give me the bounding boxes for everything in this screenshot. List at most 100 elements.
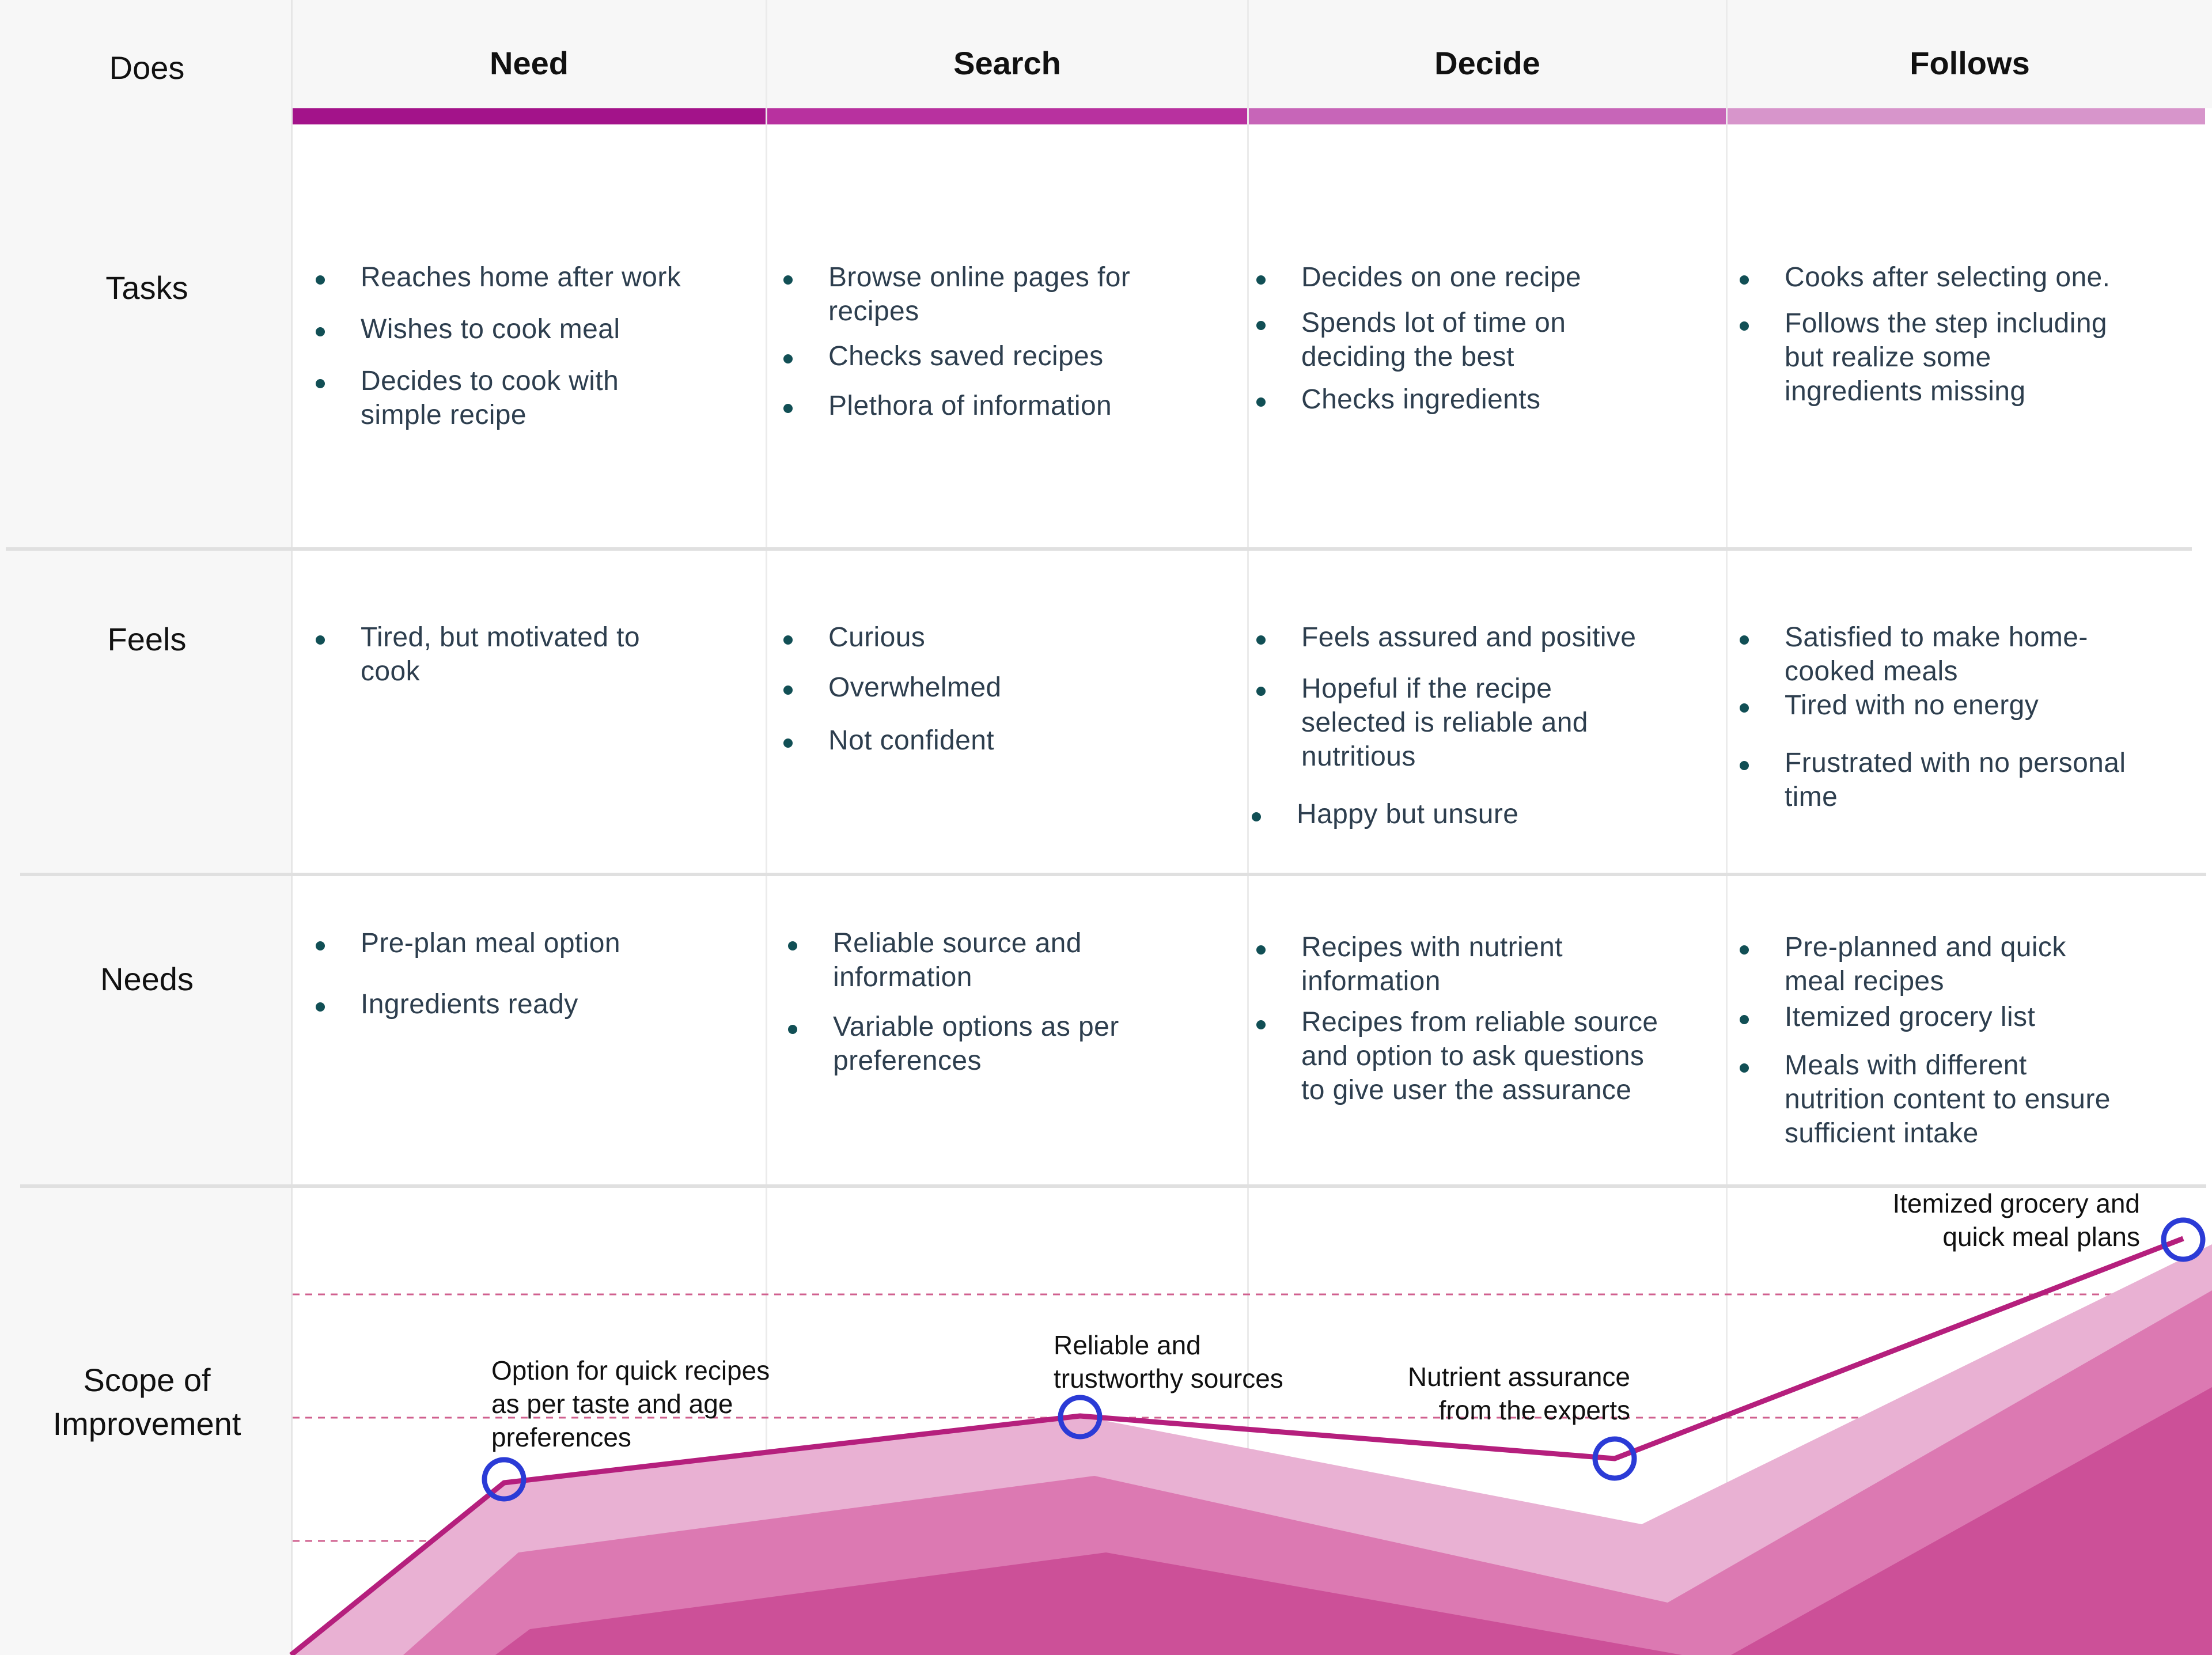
cell-feels-follows: Satisfied to make home- cooked meals Tir… — [1740, 620, 2206, 814]
row-divider — [20, 1184, 2206, 1188]
list-item: Variable options as per preferences — [788, 1010, 1246, 1078]
marker-decide — [1592, 1436, 1637, 1481]
cell-needs-search: Reliable source and information Variable… — [788, 926, 1246, 1078]
list-item: Meals with different nutrition content t… — [1740, 1048, 2206, 1150]
stage-bar-follows — [1727, 108, 2205, 124]
bullet-icon — [316, 941, 325, 950]
list-item: Decides to cook with simple recipe — [316, 364, 765, 432]
column-header-decide: Decide — [1434, 45, 1540, 81]
bullet-icon — [1256, 397, 1266, 407]
stage-bar-search — [767, 108, 1248, 124]
column-header-search: Search — [953, 45, 1061, 81]
bullet-icon — [316, 635, 325, 645]
list-item: Checks ingredients — [1256, 382, 1723, 416]
bullet-icon — [1740, 761, 1749, 770]
row-label-needs: Needs — [100, 961, 194, 997]
list-item: Pre-planned and quick meal recipes — [1740, 930, 2206, 998]
list-item: Ingredients ready — [316, 987, 765, 1021]
row-label-scope: Scope of Improvement — [52, 1362, 241, 1442]
cell-feels-search: Curious Overwhelmed Not confident — [783, 620, 1244, 758]
bullet-icon — [316, 379, 325, 388]
marker-follows — [2161, 1217, 2206, 1262]
bullet-icon — [316, 275, 325, 285]
list-item: Browse online pages for recipes — [783, 260, 1244, 328]
list-item: Decides on one recipe — [1256, 260, 1723, 294]
bullet-icon — [316, 1002, 325, 1012]
cell-feels-decide: Feels assured and positive Hopeful if th… — [1252, 620, 1723, 831]
column-divider — [1247, 0, 1249, 1655]
bullet-icon — [1740, 635, 1749, 645]
cell-tasks-follows: Cooks after selecting one. Follows the s… — [1740, 260, 2206, 408]
bullet-icon — [1256, 275, 1266, 285]
bullet-icon — [783, 275, 793, 285]
list-item: Pre-plan meal option — [316, 926, 765, 960]
annotation-need: Option for quick recipes as per taste an… — [491, 1355, 770, 1452]
list-item: Plethora of information — [783, 389, 1244, 423]
row-label-feels: Feels — [107, 621, 187, 657]
list-item: Recipes with nutrient information — [1256, 930, 1723, 998]
list-item: Tired with no energy — [1740, 688, 2206, 722]
bullet-icon — [1256, 635, 1266, 645]
list-item: Feels assured and positive — [1256, 620, 1723, 654]
cell-tasks-search: Browse online pages for recipes Checks s… — [783, 260, 1244, 423]
annotation-search: Reliable and trustworthy sources — [1054, 1330, 1283, 1393]
bullet-icon — [783, 404, 793, 413]
corner-label: Does — [109, 50, 185, 86]
annotation-decide: Nutrient assurance from the experts — [1407, 1362, 1630, 1425]
marker-search — [1058, 1395, 1103, 1440]
stage-bar-need — [291, 108, 766, 124]
list-item: Not confident — [783, 724, 1244, 758]
bullet-icon — [1740, 275, 1749, 285]
list-item: Checks saved recipes — [783, 339, 1244, 373]
list-item: Reliable source and information — [788, 926, 1246, 994]
list-item: Tired, but motivated to cook — [316, 620, 765, 688]
list-item: Frustrated with no personal time — [1740, 746, 2206, 814]
list-item: Reaches home after work — [316, 260, 765, 294]
bullet-icon — [783, 635, 793, 645]
bullet-icon — [1256, 1020, 1266, 1029]
list-item: Overwhelmed — [783, 671, 1244, 705]
row-divider — [6, 547, 2192, 551]
list-item: Recipes from reliable source and option … — [1256, 1005, 1723, 1107]
row-label-tasks: Tasks — [105, 270, 188, 306]
bullet-icon — [1256, 321, 1266, 330]
column-divider — [766, 0, 767, 1655]
header-background — [291, 0, 2212, 108]
list-item: Itemized grocery list — [1740, 1000, 2206, 1034]
band-mid — [403, 1290, 2212, 1655]
bullet-icon — [1256, 945, 1266, 955]
bullet-icon — [783, 738, 793, 748]
cell-needs-decide: Recipes with nutrient information Recipe… — [1256, 930, 1723, 1107]
row-divider — [20, 873, 2206, 876]
list-item: Cooks after selecting one. — [1740, 260, 2206, 294]
annotation-follows: Itemized grocery and quick meal plans — [1892, 1188, 2140, 1252]
column-header-follows: Follows — [1910, 45, 2030, 81]
bullet-icon — [1740, 321, 1749, 331]
bullet-icon — [1740, 1015, 1749, 1024]
cell-tasks-decide: Decides on one recipe Spends lot of time… — [1256, 260, 1723, 416]
bullet-icon — [1740, 1063, 1749, 1073]
cell-needs-follows: Pre-planned and quick meal recipes Itemi… — [1740, 930, 2206, 1150]
band-dark — [495, 1552, 1682, 1655]
column-header-need: Need — [490, 45, 569, 81]
bullet-icon — [1740, 945, 1749, 955]
list-item: Satisfied to make home- cooked meals — [1740, 620, 2206, 688]
bullet-icon — [1740, 703, 1749, 713]
bullet-icon — [783, 354, 793, 363]
bullet-icon — [788, 1025, 797, 1034]
stage-bar-decide — [1248, 108, 1726, 124]
bullet-icon — [783, 686, 793, 695]
list-item: Follows the step including but realize s… — [1740, 306, 2206, 408]
column-divider — [1726, 0, 1728, 1655]
list-item: Wishes to cook meal — [316, 312, 765, 346]
bullet-icon — [788, 941, 797, 950]
bullet-icon — [1256, 687, 1266, 696]
list-item: Curious — [783, 620, 1244, 654]
cell-feels-need: Tired, but motivated to cook — [316, 620, 765, 688]
list-item: Happy but unsure — [1252, 797, 1723, 831]
list-item: Hopeful if the recipe selected is reliab… — [1256, 672, 1723, 774]
scope-line — [289, 1236, 2184, 1655]
bullet-icon — [1252, 812, 1261, 821]
